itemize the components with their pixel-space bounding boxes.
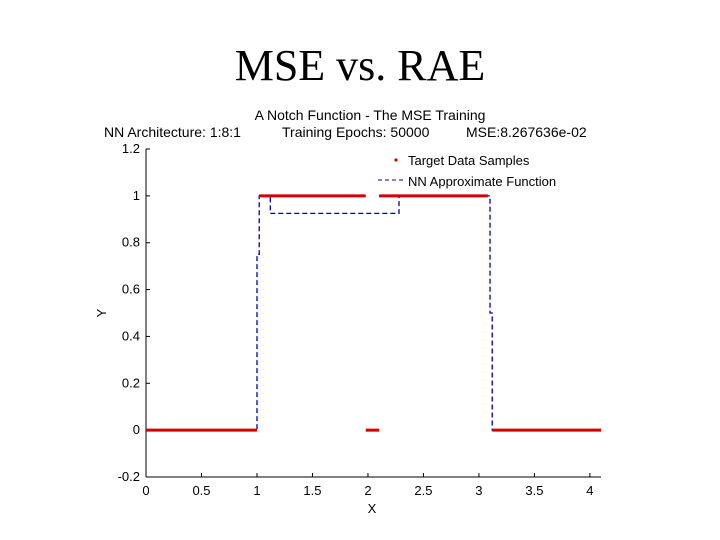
x-axis-label: X [368, 501, 377, 516]
x-tick-label: 1 [253, 483, 260, 498]
y-tick-label: -0.2 [118, 469, 140, 484]
x-tick-label: 3 [475, 483, 482, 498]
x-tick-label: 4 [586, 483, 593, 498]
y-axis-label: Y [94, 308, 109, 317]
legend: Target Data Samples NN Approximate Funct… [378, 153, 556, 189]
x-tick-label: 3.5 [525, 483, 543, 498]
nn-approximation-line [146, 195, 601, 431]
x-tick-label: 0 [142, 483, 149, 498]
y-tick-label: 0.4 [122, 328, 140, 343]
legend-target-marker [394, 158, 398, 162]
x-tick-label: 2 [364, 483, 371, 498]
x-tick-label: 1.5 [303, 483, 321, 498]
y-tick-label: 0.2 [122, 375, 140, 390]
legend-target-label: Target Data Samples [408, 153, 530, 168]
chart-mse: MSE:8.267636e-02 [466, 124, 587, 140]
axes: 0 0.5 1 1.5 2 2.5 3 3.5 4-0.200.20.40.60.811.2 [118, 141, 601, 498]
chart-title: A Notch Function - The MSE Training [255, 107, 486, 123]
slide-title: MSE vs. RAE [234, 41, 486, 90]
y-tick-label: 0.6 [122, 282, 140, 297]
y-tick-label: 1 [133, 188, 140, 203]
y-tick-label: 0.8 [122, 235, 140, 250]
chart-architecture: NN Architecture: 1:8:1 [104, 124, 241, 140]
y-tick-label: 0 [133, 422, 140, 437]
x-tick-label: 2.5 [414, 483, 432, 498]
chart-epochs: Training Epochs: 50000 [282, 124, 430, 140]
x-tick-label: 0.5 [192, 483, 210, 498]
y-tick-label: 1.2 [122, 141, 140, 156]
legend-nn-label: NN Approximate Function [408, 174, 556, 189]
series-layer [146, 194, 601, 432]
